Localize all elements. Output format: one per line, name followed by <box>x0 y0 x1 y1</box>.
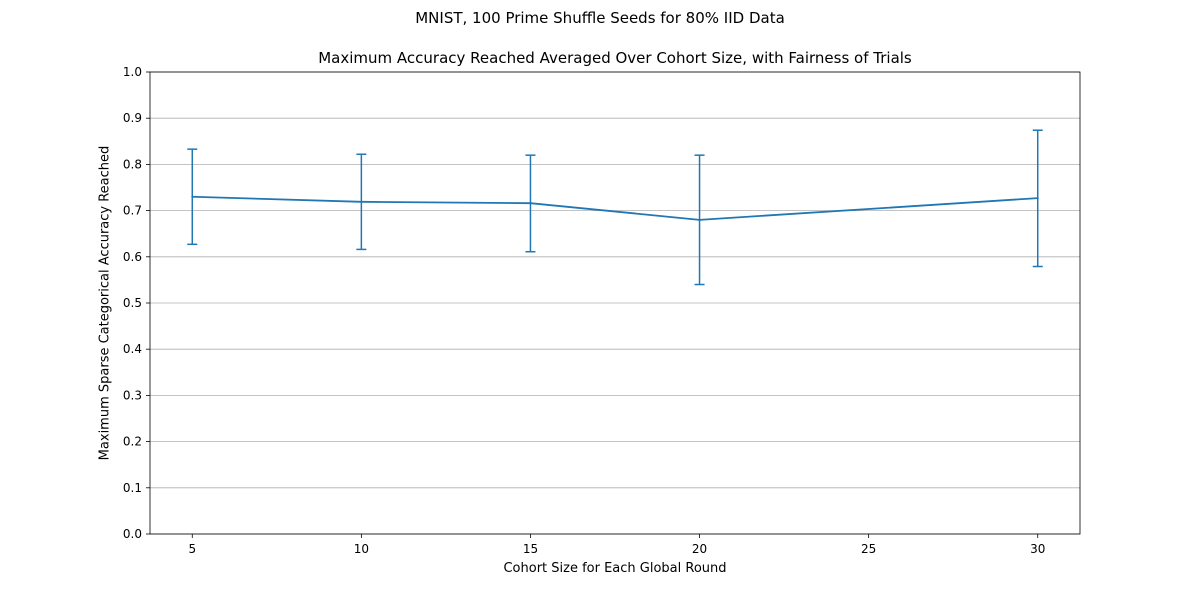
y-tick-label: 0.4 <box>123 342 142 356</box>
x-tick-label: 20 <box>692 542 707 556</box>
chart-suptitle: MNIST, 100 Prime Shuffle Seeds for 80% I… <box>415 9 785 27</box>
x-tick-label: 25 <box>861 542 876 556</box>
y-tick-label: 0.2 <box>123 435 142 449</box>
y-tick-label: 0.7 <box>123 204 142 218</box>
y-tick-label: 0.6 <box>123 250 142 264</box>
x-tick-label: 5 <box>188 542 196 556</box>
data-point-2 <box>529 202 532 205</box>
chart-title: Maximum Accuracy Reached Averaged Over C… <box>318 49 912 67</box>
y-tick-label: 0.8 <box>123 157 142 171</box>
y-tick-label: 1.0 <box>123 65 142 79</box>
data-point-4 <box>1036 197 1039 200</box>
y-tick-label: 0.5 <box>123 296 142 310</box>
x-tick-label: 30 <box>1030 542 1045 556</box>
data-point-3 <box>698 218 701 221</box>
y-tick-label: 0.0 <box>123 527 142 541</box>
y-tick-label: 0.1 <box>123 481 142 495</box>
x-axis-label: Cohort Size for Each Global Round <box>503 561 727 576</box>
x-tick-label: 10 <box>354 542 369 556</box>
series-line <box>192 195 1038 221</box>
y-tick-label: 0.9 <box>123 111 142 125</box>
y-tick-label: 0.3 <box>123 388 142 402</box>
data-point-0 <box>191 195 194 198</box>
data-point-1 <box>360 200 363 203</box>
x-tick-label: 15 <box>523 542 538 556</box>
